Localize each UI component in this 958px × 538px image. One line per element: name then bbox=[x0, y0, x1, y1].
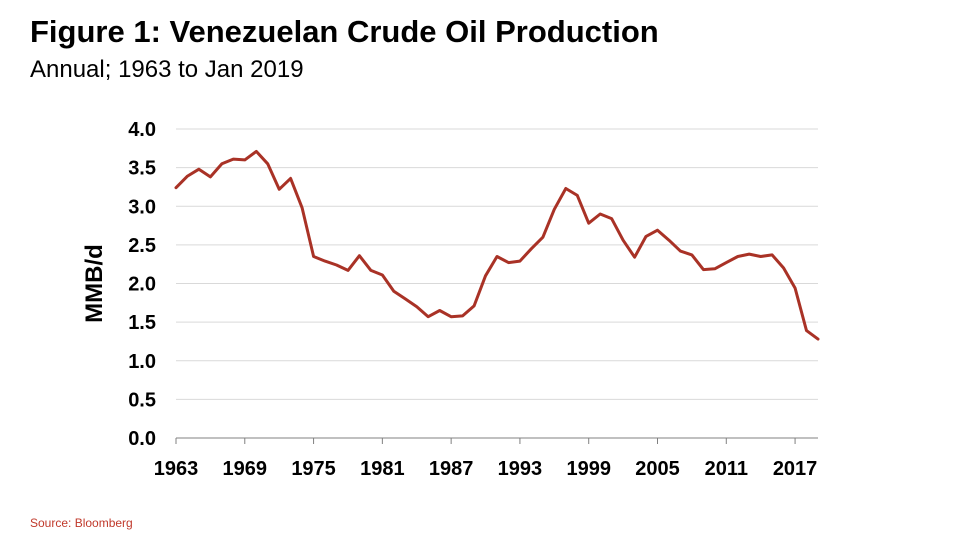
data-point bbox=[174, 186, 178, 190]
y-tick-label: 1.5 bbox=[128, 312, 156, 334]
data-point bbox=[472, 304, 476, 308]
x-tick-label: 2017 bbox=[773, 458, 818, 480]
data-point bbox=[300, 206, 304, 210]
x-tick-label: 1975 bbox=[291, 458, 336, 480]
y-axis-title: MMB/d bbox=[81, 244, 108, 323]
data-point bbox=[461, 314, 465, 318]
x-tick-label: 1981 bbox=[360, 458, 405, 480]
x-tick-label: 2011 bbox=[705, 458, 748, 480]
data-point bbox=[587, 221, 591, 225]
data-point bbox=[197, 167, 201, 171]
y-tick-label: 2.5 bbox=[128, 235, 156, 257]
y-tick-label: 0.0 bbox=[128, 428, 156, 450]
data-point bbox=[724, 261, 728, 265]
data-point bbox=[644, 234, 648, 238]
data-point bbox=[667, 238, 671, 242]
data-point bbox=[541, 235, 545, 239]
data-point bbox=[277, 187, 281, 191]
data-point bbox=[701, 268, 705, 272]
source-note: Source: Bloomberg bbox=[30, 516, 133, 530]
data-point bbox=[185, 174, 189, 178]
data-point bbox=[484, 274, 488, 278]
data-point bbox=[254, 149, 258, 153]
data-point bbox=[598, 212, 602, 216]
x-tick-label: 1963 bbox=[154, 458, 199, 480]
data-point bbox=[506, 261, 510, 265]
x-axis bbox=[175, 437, 818, 444]
data-point bbox=[678, 249, 682, 253]
data-point bbox=[552, 207, 556, 211]
y-tick-label: 1.0 bbox=[128, 351, 156, 373]
data-point bbox=[415, 305, 419, 309]
data-point bbox=[208, 175, 212, 179]
data-point bbox=[323, 259, 327, 263]
data-point bbox=[564, 186, 568, 190]
y-axis-tick-labels: 0.0 0.5 1.0 1.5 2.0 2.5 3.0 3.5 4.0 bbox=[128, 119, 156, 450]
data-point bbox=[621, 238, 625, 242]
x-tick-label: 2005 bbox=[635, 458, 680, 480]
data-point bbox=[438, 309, 442, 313]
y-tick-label: 0.5 bbox=[128, 389, 156, 411]
data-point bbox=[266, 162, 270, 166]
data-point bbox=[369, 268, 373, 272]
data-point bbox=[380, 273, 384, 277]
data-point bbox=[747, 252, 751, 256]
data-point bbox=[243, 158, 247, 162]
data-point bbox=[335, 263, 339, 267]
gridlines bbox=[176, 128, 818, 400]
x-tick-label: 1969 bbox=[223, 458, 268, 480]
x-tick-label: 1999 bbox=[566, 458, 611, 480]
data-point bbox=[816, 337, 820, 341]
x-axis-tick-labels: 1963 1969 1975 1981 1987 1993 1999 2005 2011 2017 bbox=[154, 458, 818, 480]
data-point bbox=[403, 297, 407, 301]
data-point bbox=[426, 315, 430, 319]
data-point bbox=[529, 247, 533, 251]
data-point bbox=[736, 254, 740, 258]
data-point bbox=[759, 254, 763, 258]
x-tick-label: 1987 bbox=[429, 458, 474, 480]
data-point bbox=[312, 254, 316, 258]
series-group bbox=[174, 149, 820, 341]
data-point bbox=[793, 286, 797, 290]
x-tick-label: 1993 bbox=[498, 458, 543, 480]
page-title: Figure 1: Venezuelan Crude Oil Productio… bbox=[30, 14, 659, 49]
page-subtitle: Annual; 1963 to Jan 2019 bbox=[30, 56, 304, 83]
y-tick-label: 2.0 bbox=[128, 274, 156, 296]
data-point bbox=[610, 217, 614, 221]
data-point bbox=[713, 267, 717, 271]
data-point bbox=[449, 315, 453, 319]
data-point bbox=[690, 253, 694, 257]
data-point bbox=[392, 289, 396, 293]
data-point bbox=[782, 266, 786, 270]
data-point bbox=[575, 193, 579, 197]
data-point bbox=[633, 255, 637, 259]
data-point bbox=[805, 329, 809, 333]
data-point bbox=[220, 162, 224, 166]
y-tick-label: 3.0 bbox=[128, 196, 156, 218]
data-point bbox=[357, 254, 361, 258]
y-tick-label: 4.0 bbox=[128, 119, 156, 141]
data-point bbox=[495, 254, 499, 258]
data-point bbox=[289, 176, 293, 180]
data-point bbox=[770, 253, 774, 257]
data-point bbox=[656, 228, 660, 232]
series-line-production bbox=[174, 149, 820, 341]
data-point bbox=[231, 157, 235, 161]
data-point bbox=[346, 268, 350, 272]
data-point bbox=[518, 259, 522, 263]
y-tick-label: 3.5 bbox=[128, 158, 156, 180]
